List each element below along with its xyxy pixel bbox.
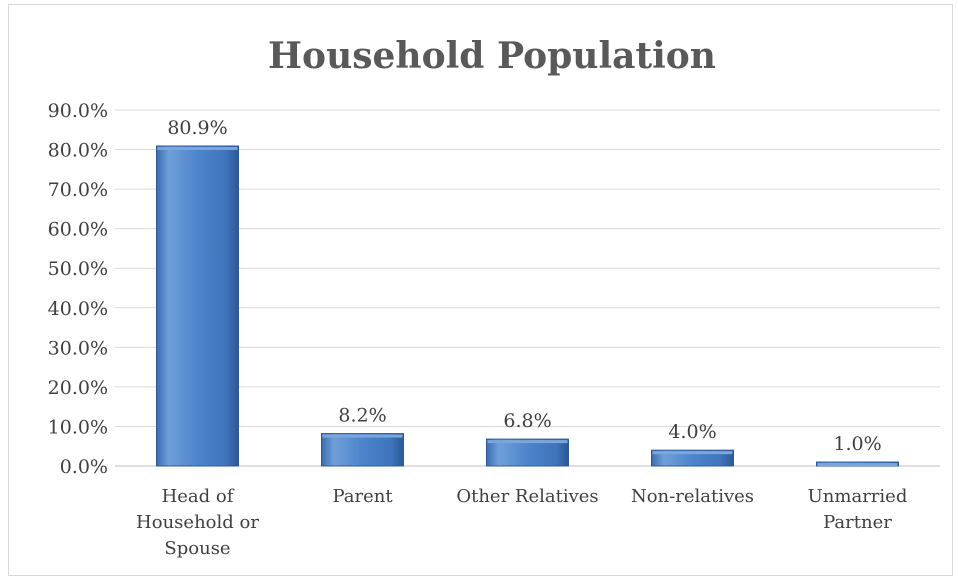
x-category-label-line: Parent	[332, 486, 393, 507]
x-category-label: Unmarried Partner	[808, 486, 908, 533]
bar-highlight	[817, 463, 898, 466]
x-category-label: Head of Household or Spouse	[136, 486, 259, 559]
x-category-label-line: Head of	[162, 486, 235, 507]
x-category-label-line: Spouse	[164, 538, 230, 559]
x-category-label-line: Household or	[136, 512, 259, 533]
bar-highlight	[652, 451, 733, 455]
data-label: 4.0%	[668, 421, 716, 443]
x-category-label-line: Partner	[823, 512, 892, 533]
data-label: 8.2%	[338, 405, 386, 427]
x-category-label-line: Unmarried	[808, 486, 908, 507]
x-category-label-line: Non-relatives	[631, 486, 754, 507]
x-category-label: Other Relatives	[456, 486, 598, 507]
data-label: 80.9%	[167, 117, 227, 139]
bar-highlight	[157, 146, 238, 150]
data-label: 1.0%	[833, 433, 881, 455]
y-tick-label: 30.0%	[48, 337, 108, 359]
y-tick-label: 70.0%	[48, 179, 108, 201]
x-category-label: Parent	[332, 486, 393, 507]
y-tick-label: 10.0%	[48, 416, 108, 438]
y-tick-label: 0.0%	[60, 456, 108, 478]
bar	[156, 145, 239, 467]
y-tick-label: 90.0%	[48, 100, 108, 122]
y-tick-label: 60.0%	[48, 219, 108, 241]
x-category-label: Non-relatives	[631, 486, 754, 507]
bar-highlight	[322, 434, 403, 438]
y-tick-label: 20.0%	[48, 377, 108, 399]
chart-title: Household Population	[268, 35, 716, 77]
y-tick-label: 40.0%	[48, 298, 108, 320]
y-tick-label: 80.0%	[48, 140, 108, 162]
x-category-label-line: Other Relatives	[456, 486, 598, 507]
y-tick-label: 50.0%	[48, 258, 108, 280]
bar	[486, 438, 569, 467]
bar	[321, 433, 404, 467]
data-label: 6.8%	[503, 410, 551, 432]
bar-highlight	[487, 440, 568, 444]
